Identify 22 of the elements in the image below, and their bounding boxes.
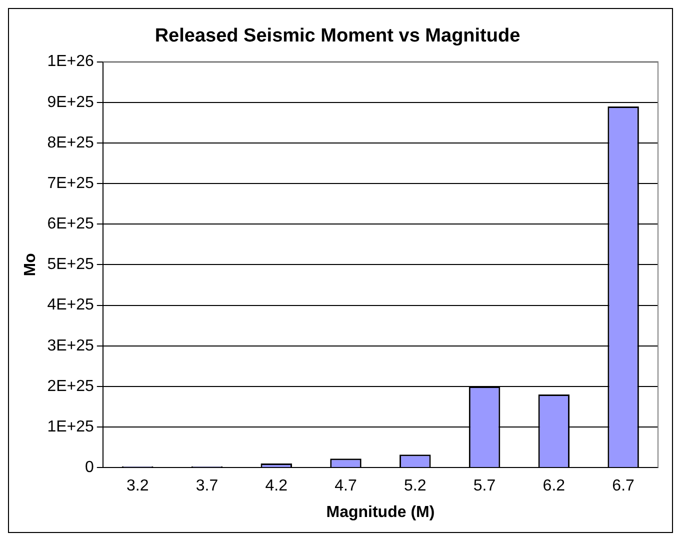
y-tick-label: 2E+25 <box>47 378 94 395</box>
y-tick-label: 3E+25 <box>47 337 94 354</box>
x-tick-label: 4.2 <box>265 478 288 495</box>
x-tick-label: 3.2 <box>126 478 149 495</box>
x-tick-label: 5.2 <box>404 478 426 495</box>
x-axis-title: Magnitude (M) <box>326 504 435 521</box>
y-tick-label: 8E+25 <box>47 134 94 152</box>
x-tick-label: 6.7 <box>612 478 635 495</box>
y-tick-label: 9E+25 <box>47 94 94 111</box>
x-tick-label: 5.7 <box>473 478 496 495</box>
y-tick-label: 5E+25 <box>47 256 94 274</box>
chart-title: Released Seismic Moment vs Magnitude <box>154 26 520 47</box>
y-tick-label: 6E+25 <box>47 216 94 233</box>
y-tick-label: 7E+25 <box>47 174 94 192</box>
y-tick-label: 1E+26 <box>47 53 94 70</box>
y-tick-label: 1E+25 <box>47 418 94 436</box>
y-tick-label: 4E+25 <box>47 296 94 314</box>
y-tick-label: 0 <box>85 459 94 476</box>
x-tick-label: 4.7 <box>334 478 357 495</box>
x-tick-label: 3.7 <box>196 478 218 495</box>
y-axis-title: Mo <box>22 252 40 276</box>
x-tick-label: 6.2 <box>542 478 566 495</box>
